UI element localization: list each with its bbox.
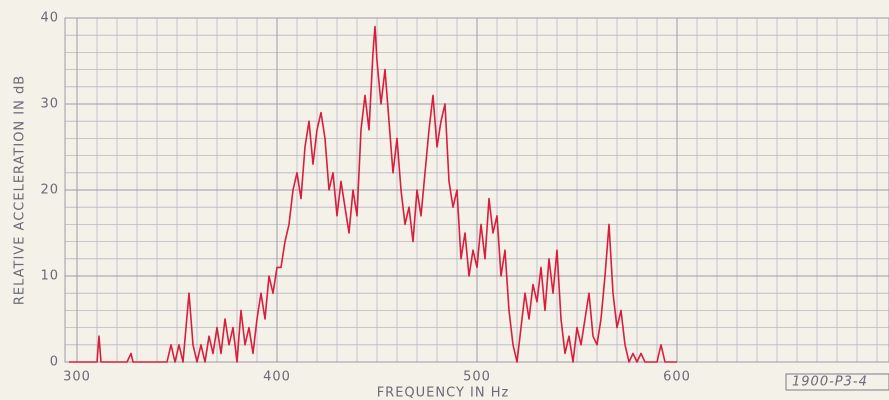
x-axis-title: FREQUENCY IN Hz (377, 386, 510, 400)
x-tick-label: 400 (263, 370, 291, 385)
spectrum-line (69, 25, 677, 363)
y-axis-title: RELATIVE ACCELERATION IN dB (13, 75, 28, 305)
y-tick-label: 20 (40, 183, 59, 198)
grid (65, 17, 889, 363)
annotation-box (785, 373, 889, 391)
plot-frame (64, 17, 889, 363)
y-tick-label: 40 (40, 11, 59, 26)
y-tick-label: 30 (40, 97, 59, 112)
x-tick-label: 600 (663, 370, 691, 385)
x-tick-label: 300 (63, 370, 91, 385)
x-tick-label: 500 (463, 370, 491, 385)
annotation: 1900-P3-4 (792, 375, 868, 390)
y-tick-label: 10 (40, 269, 59, 284)
y-tick-label: 0 (50, 355, 59, 370)
